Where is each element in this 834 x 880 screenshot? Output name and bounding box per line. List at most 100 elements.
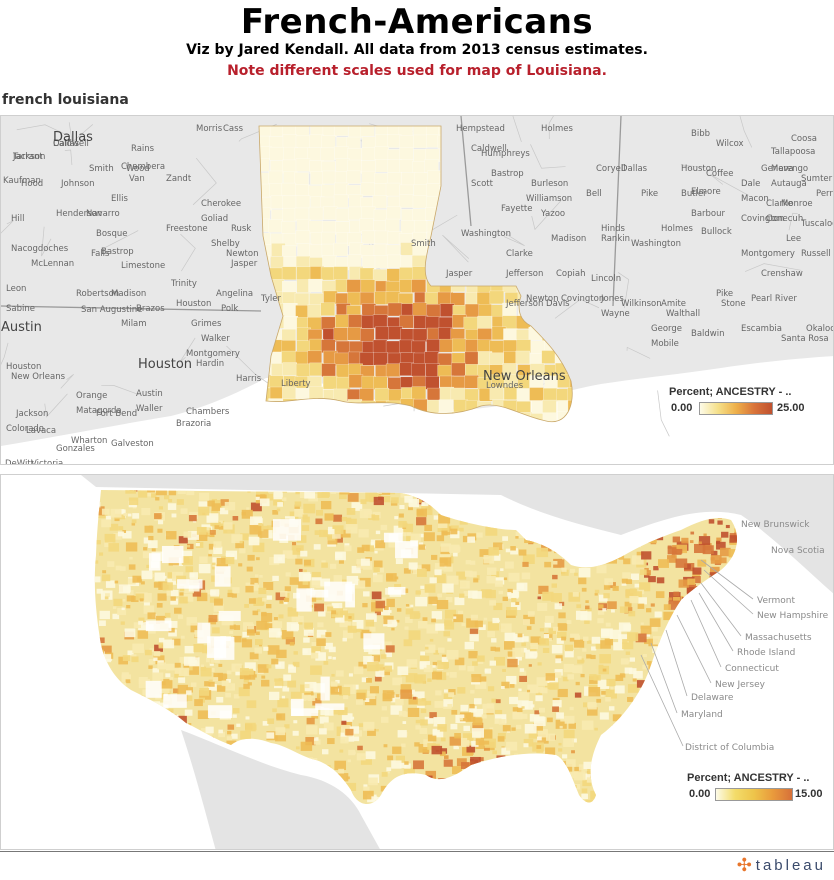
place-label: Goliad (201, 214, 228, 224)
us-map[interactable]: Vermont New Hampshire Massachusetts Rhode I… (0, 474, 834, 850)
place-label: Ellis (111, 194, 128, 204)
place-label: Wharton (71, 436, 107, 446)
legend-title: Percent; ANCESTRY - .. (669, 386, 792, 398)
place-label: Rains (131, 144, 155, 154)
legend-color-bar (715, 788, 793, 801)
state-callout-label: New Hampshire (757, 611, 829, 621)
legend-title: Percent; ANCESTRY - .. (687, 772, 810, 784)
place-label: Lee (786, 234, 801, 244)
place-label: Harris (236, 374, 262, 384)
tableau-cross-icon: ✣ (736, 855, 752, 875)
place-label: New Orleans (11, 372, 66, 382)
place-label: Trinity (170, 279, 197, 289)
place-label: Washington (631, 239, 681, 249)
place-label: Falls (91, 249, 110, 259)
callout-line (703, 569, 754, 615)
place-label: Sumter (801, 174, 833, 184)
place-label: Tarrant (12, 152, 43, 162)
place-label: Wilcox (716, 139, 744, 149)
place-label: Tallapoosa (770, 147, 815, 157)
gulf-of-mexico (1, 356, 833, 464)
place-label: Lincoln (591, 274, 621, 284)
state-callout-label: New Jersey (715, 680, 766, 690)
place-label: Brazos (136, 304, 165, 314)
page-title: French-Americans (240, 2, 594, 42)
callout-line (665, 629, 688, 697)
place-label: Burleson (531, 179, 568, 189)
place-label: San Augustine (81, 305, 142, 315)
place-label: Bell (586, 189, 602, 199)
place-label: Navarro (86, 209, 120, 219)
place-label: Zandt (166, 174, 192, 184)
brand-text: tableau (755, 857, 826, 874)
place-label: Fayette (501, 204, 532, 214)
state-callout-label: Connecticut (725, 664, 779, 674)
place-label: Santa Rosa (781, 334, 829, 344)
place-label: Cherokee (201, 199, 241, 209)
place-label: Hempstead (456, 124, 505, 134)
place-label: Caldwell (471, 144, 507, 154)
state-callout-label: Delaware (691, 693, 734, 703)
place-label: Orange (76, 391, 107, 401)
place-label: Johnson (60, 179, 95, 189)
place-label: Angelina (216, 289, 253, 299)
place-label: Caldwell (53, 139, 89, 149)
legend-max: 15.00 (795, 788, 823, 800)
place-label: DeWitt (5, 459, 35, 465)
place-label: Hinds (601, 224, 626, 234)
place-label: Covington (741, 214, 784, 224)
place-label: Madison (551, 234, 586, 244)
city-label: Dallas (53, 130, 93, 145)
place-label: Chambers (186, 407, 230, 417)
place-label: Mobile (651, 339, 679, 349)
place-label: Yazoo (540, 209, 565, 219)
place-label: Houston (176, 299, 211, 309)
place-label: Copiah (556, 269, 586, 279)
footer-divider (0, 851, 834, 852)
louisiana-map[interactable]: Dallas Tarrant Rains Wood Morris Cass Hempstea… (0, 115, 834, 465)
place-label: Amite (661, 299, 686, 309)
place-label: Van (129, 174, 145, 184)
place-label: Jones (600, 294, 624, 304)
place-label: Sabine (6, 304, 35, 314)
place-label: Jackson (15, 409, 48, 419)
place-label: Newton (526, 294, 558, 304)
place-label: Kaufman (3, 176, 41, 186)
region-label: New Brunswick (741, 520, 810, 530)
place-label: Williamson (526, 194, 572, 204)
place-label: Escambia (741, 324, 782, 334)
place-label: Butler (681, 189, 707, 199)
place-label: Pearl River (751, 294, 797, 304)
legend-max: 25.00 (777, 402, 805, 414)
place-label: Austin (136, 389, 163, 399)
place-label: Marengo (771, 164, 808, 174)
place-label: Stone (721, 299, 746, 309)
place-label: Holmes (661, 224, 693, 234)
place-label: Coosa (791, 134, 817, 144)
tableau-logo[interactable]: ✣ tableau (737, 855, 826, 876)
place-label: Washington (461, 229, 511, 239)
place-label: Hardin (196, 359, 224, 369)
place-label: Grimes (191, 319, 222, 329)
place-label: Montgomery (186, 349, 240, 359)
legend-min: 0.00 (689, 788, 711, 800)
callout-line (650, 642, 678, 714)
place-label: Lowndes (486, 381, 524, 391)
place-label: Baldwin (691, 329, 725, 339)
place-label: Chambera (121, 162, 165, 172)
place-label: Houston (6, 362, 41, 372)
legend-color-bar (699, 402, 773, 415)
city-label: Houston (138, 357, 192, 372)
place-label: Rusk (231, 224, 251, 234)
place-label: Coryell (596, 164, 626, 174)
place-label: Conecuh (766, 214, 803, 224)
place-label: Dale (741, 179, 760, 189)
place-label: Macon (741, 194, 769, 204)
place-label: Perry (816, 189, 834, 199)
place-label: McLennan (31, 259, 74, 269)
place-label: Tuscaloosa (800, 219, 834, 229)
place-label: Elmore (691, 187, 721, 197)
place-label: Nacogdoches (11, 244, 69, 254)
place-label: Robertson (76, 289, 119, 299)
place-label: Wayne (601, 309, 630, 319)
